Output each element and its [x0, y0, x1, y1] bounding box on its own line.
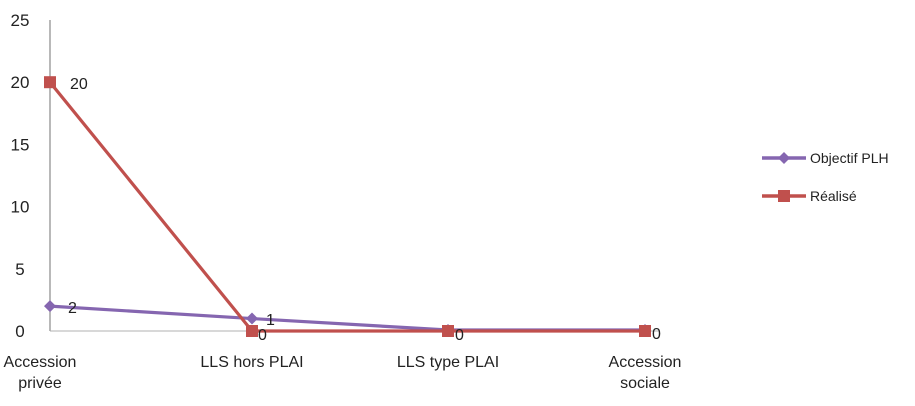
y-tick-label: 0 — [15, 322, 24, 341]
data-point-marker — [246, 325, 258, 337]
series-layer — [44, 76, 651, 337]
x-category-label: sociale — [620, 375, 670, 392]
data-point-marker — [44, 76, 56, 89]
x-category-label: LLS hors PLAI — [200, 354, 303, 371]
y-tick-label: 15 — [11, 135, 30, 154]
data-label: 2 — [68, 300, 77, 317]
data-labels: 2 1 20 0 0 0 — [68, 76, 661, 344]
data-point-marker — [44, 300, 56, 313]
data-point-marker — [246, 312, 258, 325]
legend-marker — [778, 152, 790, 164]
data-label: 1 — [266, 312, 275, 329]
legend-label: Réalisé — [810, 188, 857, 204]
data-point-marker — [442, 325, 454, 337]
data-label: 20 — [70, 76, 88, 93]
x-category-label: LLS type PLAI — [397, 354, 499, 371]
x-category-label: privée — [18, 375, 62, 392]
legend-label: Objectif PLH — [810, 150, 889, 166]
x-category-label: Accession — [4, 354, 77, 371]
data-label: 0 — [258, 327, 267, 344]
data-label: 0 — [455, 327, 464, 344]
legend-marker — [778, 190, 790, 202]
data-label: 0 — [652, 326, 661, 343]
y-tick-label: 5 — [15, 260, 24, 279]
legend: Objectif PLH Réalisé — [762, 150, 889, 204]
x-category-label: Accession — [609, 354, 682, 371]
data-point-marker — [639, 325, 651, 337]
series-line-realise — [48, 80, 647, 333]
y-tick-label: 10 — [11, 198, 30, 217]
y-tick-label: 20 — [11, 73, 30, 92]
series-line-objectif-plh — [48, 304, 647, 332]
y-tick-label: 25 — [11, 11, 30, 30]
